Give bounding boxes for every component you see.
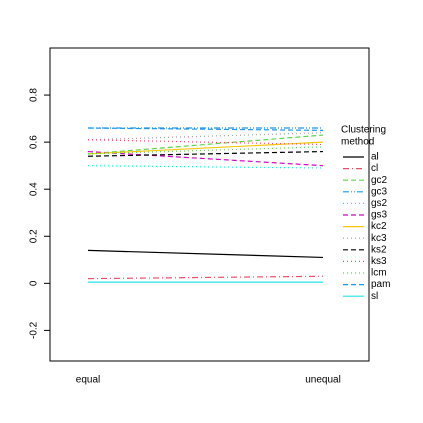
legend-label: pam [371, 279, 390, 290]
y-tick-label: 0.8 [29, 88, 40, 102]
legend-label: gc2 [371, 175, 388, 186]
series-line [87, 150, 324, 167]
plot-frame [49, 47, 370, 362]
series-line [87, 275, 324, 280]
series-line [87, 249, 324, 259]
y-tick-label: 0.4 [29, 182, 40, 196]
legend-label: kc3 [371, 233, 387, 244]
legend-label: cl [371, 163, 378, 174]
legend-title: Clustering [341, 125, 386, 136]
y-tick-label: 0 [29, 280, 40, 286]
legend-label: gc3 [371, 186, 388, 197]
y-tick-label: -0.2 [29, 321, 40, 339]
legend-label: gs3 [371, 210, 388, 221]
series-line [87, 165, 324, 169]
legend-label: kc2 [371, 221, 387, 232]
legend-label: lcm [371, 268, 387, 279]
legend-label: sl [371, 291, 378, 302]
legend-label: ks2 [371, 244, 387, 255]
y-tick-label: 0.6 [29, 135, 40, 149]
x-tick-label: unequal [305, 375, 341, 386]
series-line [87, 132, 324, 141]
legend-label: al [371, 152, 379, 163]
y-tick-label: 0.2 [29, 229, 40, 243]
series-line [87, 127, 324, 131]
legend-label: gs2 [371, 198, 388, 209]
legend-label: ks3 [371, 256, 387, 267]
series-line [87, 141, 324, 155]
legend-title: method [341, 137, 374, 148]
x-tick-label: equal [76, 375, 100, 386]
series-line [87, 134, 324, 155]
series-line [87, 150, 324, 157]
